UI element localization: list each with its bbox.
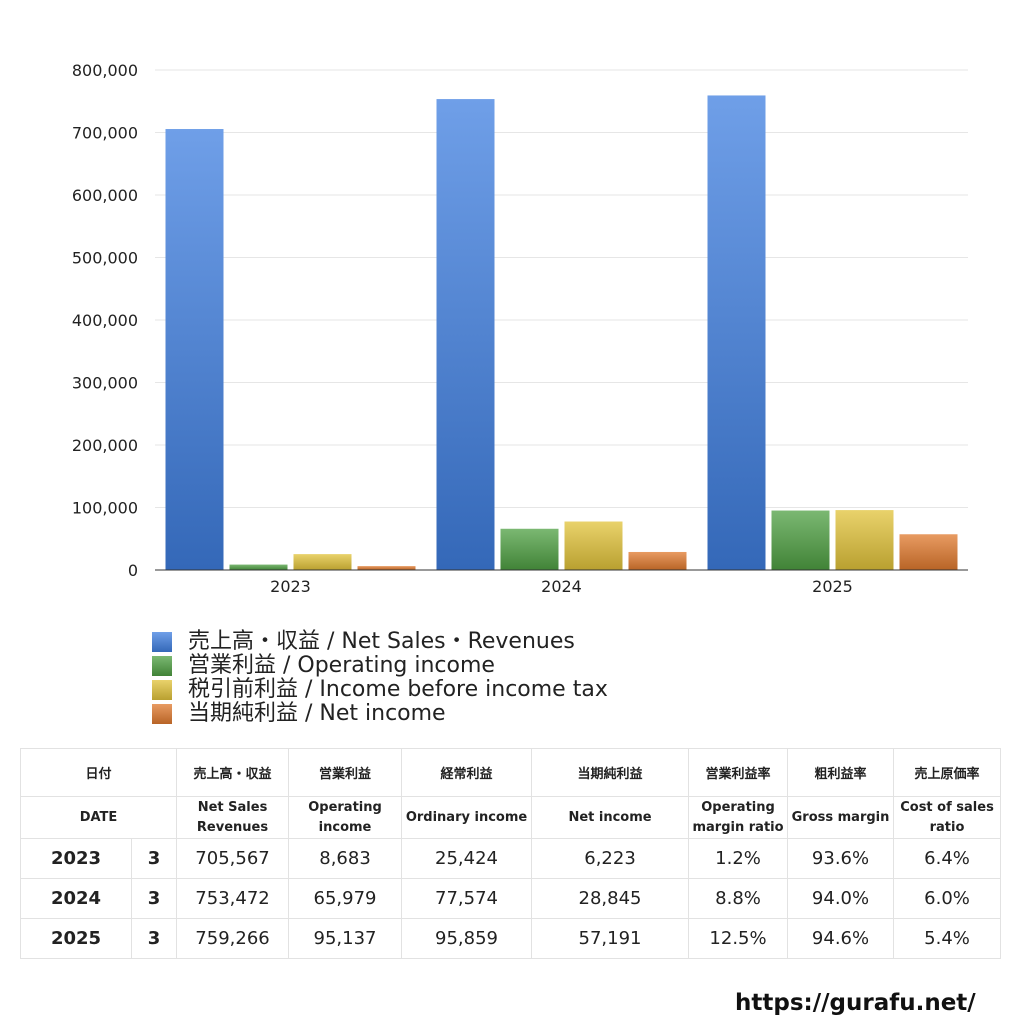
header-net-jp: 当期純利益 xyxy=(532,749,689,797)
cell-cost: 5.4% xyxy=(894,919,1001,959)
cell-sales: 753,472 xyxy=(177,879,289,919)
x-tick-label: 2025 xyxy=(812,577,853,596)
legend-item-operating-income: 営業利益 / Operating income xyxy=(152,654,608,678)
legend-item-net-income: 当期純利益 / Net income xyxy=(152,702,608,726)
header-cost-en: Cost of sales ratio xyxy=(894,797,1001,839)
cell-operating: 8,683 xyxy=(289,839,402,879)
cell-net: 6,223 xyxy=(532,839,689,879)
y-tick-label: 100,000 xyxy=(72,499,138,518)
cell-year: 2025 xyxy=(21,919,132,959)
source-url: https://gurafu.net/ xyxy=(735,990,976,1016)
cell-months: 3 xyxy=(132,879,177,919)
cell-ordinary: 77,574 xyxy=(402,879,532,919)
header-ordinary-jp: 経常利益 xyxy=(402,749,532,797)
y-tick-label: 500,000 xyxy=(72,249,138,268)
header-operating-jp: 営業利益 xyxy=(289,749,402,797)
legend-swatch-income-before-tax xyxy=(152,680,172,700)
x-tick-label: 2024 xyxy=(541,577,582,596)
y-tick-label: 200,000 xyxy=(72,436,138,455)
legend-swatch-net-income xyxy=(152,704,172,724)
bar-2023-series-1 xyxy=(230,565,288,570)
bar-2023-series-2 xyxy=(294,554,352,570)
header-date-jp: 日付 xyxy=(21,749,177,797)
header-op-margin-en: Operating margin ratio xyxy=(689,797,788,839)
bar-2025-series-3 xyxy=(900,534,958,570)
cell-gross: 94.0% xyxy=(788,879,894,919)
table-row: 2025 3 759,266 95,137 95,859 57,191 12.5… xyxy=(21,919,1001,959)
table-row: 2024 3 753,472 65,979 77,574 28,845 8.8%… xyxy=(21,879,1001,919)
cell-op-margin: 1.2% xyxy=(689,839,788,879)
table-row: 2023 3 705,567 8,683 25,424 6,223 1.2% 9… xyxy=(21,839,1001,879)
cell-ordinary: 25,424 xyxy=(402,839,532,879)
cell-operating: 95,137 xyxy=(289,919,402,959)
cell-gross: 94.6% xyxy=(788,919,894,959)
cell-sales: 705,567 xyxy=(177,839,289,879)
cell-sales: 759,266 xyxy=(177,919,289,959)
cell-net: 57,191 xyxy=(532,919,689,959)
x-tick-label: 2023 xyxy=(270,577,311,596)
y-axis-ticks: 0 100,000 200,000 300,000 400,000 500,000 600,… xyxy=(72,61,138,580)
grid-lines xyxy=(155,70,968,508)
header-op-margin-jp: 営業利益率 xyxy=(689,749,788,797)
header-ordinary-en: Ordinary income xyxy=(402,797,532,839)
cell-operating: 65,979 xyxy=(289,879,402,919)
legend-swatch-operating-income xyxy=(152,656,172,676)
bar-chart: 0 100,000 200,000 300,000 400,000 500,000 600,… xyxy=(0,0,1024,610)
financial-data-table: 日付 売上高・収益 営業利益 経常利益 当期純利益 営業利益率 粗利益率 売上原… xyxy=(20,748,1001,959)
legend-item-sales: 売上高・収益 / Net Sales・Revenues xyxy=(152,630,608,654)
header-cost-jp: 売上原価率 xyxy=(894,749,1001,797)
cell-op-margin: 12.5% xyxy=(689,919,788,959)
x-axis-ticks: 2023 2024 2025 xyxy=(270,577,853,596)
header-operating-en: Operating income xyxy=(289,797,402,839)
y-tick-label: 700,000 xyxy=(72,124,138,143)
bar-2023-series-0 xyxy=(166,129,224,570)
legend-item-income-before-tax: 税引前利益 / Income before income tax xyxy=(152,678,608,702)
y-tick-label: 400,000 xyxy=(72,311,138,330)
cell-months: 3 xyxy=(132,839,177,879)
bar-2024-series-3 xyxy=(629,552,687,570)
bar-2023-series-3 xyxy=(358,566,416,570)
bar-2024-series-2 xyxy=(565,522,623,570)
bar-2024-series-0 xyxy=(437,99,495,570)
bar-2024-series-1 xyxy=(501,529,559,570)
cell-op-margin: 8.8% xyxy=(689,879,788,919)
legend-label-income-before-tax: 税引前利益 / Income before income tax xyxy=(188,678,608,702)
legend-label-net-income: 当期純利益 / Net income xyxy=(188,702,446,726)
table-header-row-jp: 日付 売上高・収益 営業利益 経常利益 当期純利益 営業利益率 粗利益率 売上原… xyxy=(21,749,1001,797)
header-sales-jp: 売上高・収益 xyxy=(177,749,289,797)
cell-cost: 6.4% xyxy=(894,839,1001,879)
cell-months: 3 xyxy=(132,919,177,959)
header-gross-jp: 粗利益率 xyxy=(788,749,894,797)
header-gross-en: Gross margin xyxy=(788,797,894,839)
bar-2025-series-1 xyxy=(772,511,830,570)
cell-year: 2023 xyxy=(21,839,132,879)
legend-label-operating-income: 営業利益 / Operating income xyxy=(188,654,495,678)
cell-cost: 6.0% xyxy=(894,879,1001,919)
header-net-en: Net income xyxy=(532,797,689,839)
y-tick-label: 600,000 xyxy=(72,186,138,205)
chart-legend: 売上高・収益 / Net Sales・Revenues 営業利益 / Opera… xyxy=(152,630,608,726)
bars xyxy=(166,95,958,570)
table-header-row-en: DATE Net Sales Revenues Operating income… xyxy=(21,797,1001,839)
legend-swatch-sales xyxy=(152,632,172,652)
y-tick-label: 300,000 xyxy=(72,374,138,393)
header-sales-en: Net Sales Revenues xyxy=(177,797,289,839)
cell-ordinary: 95,859 xyxy=(402,919,532,959)
bar-2025-series-0 xyxy=(708,95,766,570)
cell-year: 2024 xyxy=(21,879,132,919)
legend-label-sales: 売上高・収益 / Net Sales・Revenues xyxy=(188,630,575,654)
y-tick-label: 800,000 xyxy=(72,61,138,80)
cell-net: 28,845 xyxy=(532,879,689,919)
header-date-en: DATE xyxy=(21,797,177,839)
cell-gross: 93.6% xyxy=(788,839,894,879)
y-tick-label: 0 xyxy=(128,561,138,580)
bar-2025-series-2 xyxy=(836,510,894,570)
